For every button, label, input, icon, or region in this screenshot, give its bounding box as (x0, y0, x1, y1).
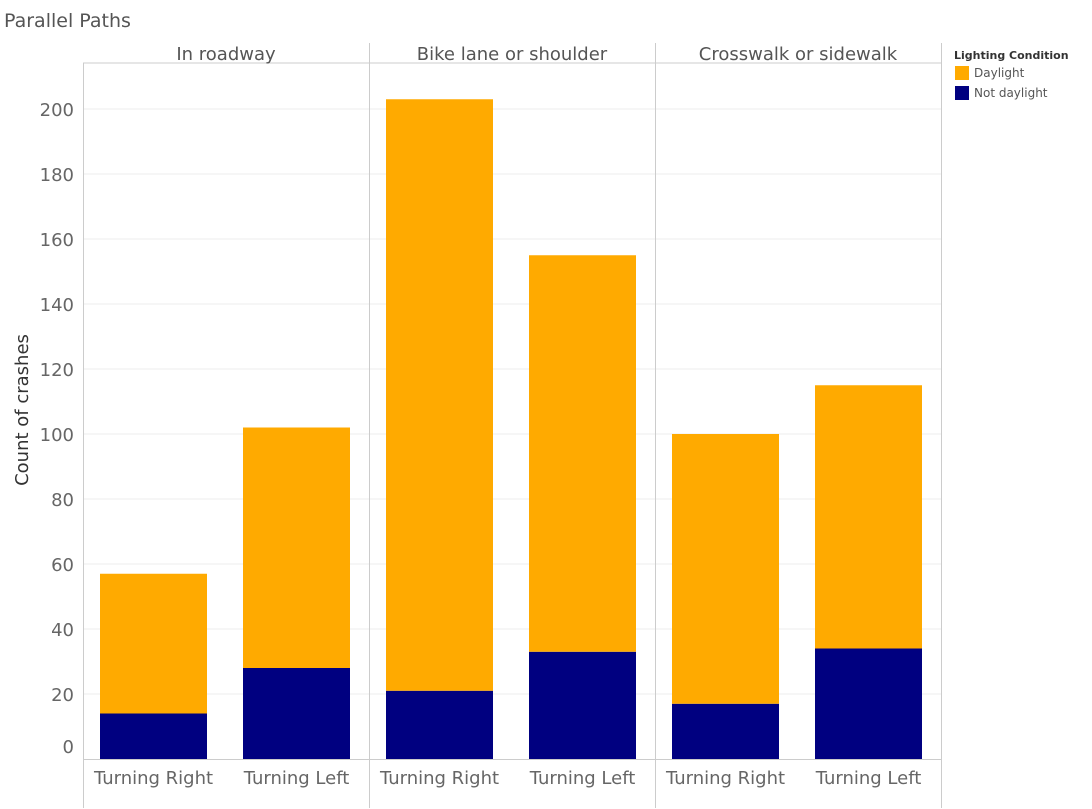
legend-swatch (955, 66, 969, 80)
panels: 0 20 40 60 80 100 120 140 160 180 200 In roadway Tur… (40, 43, 942, 808)
y-tick-label: 180 (40, 165, 74, 186)
x-category-label: Turning Right (665, 768, 785, 789)
chart-title: Parallel Paths (4, 10, 131, 32)
y-tick-label: 40 (51, 620, 74, 641)
bar-daylight[interactable] (100, 573, 207, 714)
y-tick-label: 100 (40, 425, 74, 446)
bar-daylight[interactable] (815, 385, 922, 649)
y-tick-label: 160 (40, 230, 74, 251)
legend-title: Lighting Condition (954, 49, 1069, 62)
panel-title: In roadway (176, 44, 276, 65)
bar-daylight[interactable] (529, 255, 636, 652)
legend: Lighting Condition Daylight Not daylight (954, 49, 1069, 100)
bar-not-daylight[interactable] (386, 690, 493, 759)
legend-item-label: Daylight (974, 66, 1025, 80)
legend-swatch (955, 86, 969, 100)
y-tick-label: 80 (51, 490, 74, 511)
x-category-label: Turning Left (243, 768, 350, 789)
panel-title: Bike lane or shoulder (417, 44, 608, 65)
y-tick-label: 200 (40, 100, 74, 121)
panel-title: Crosswalk or sidewalk (699, 44, 898, 65)
bar-daylight[interactable] (672, 434, 779, 704)
bar-not-daylight[interactable] (100, 713, 207, 760)
y-tick-label: 120 (40, 360, 74, 381)
bar-not-daylight[interactable] (529, 651, 636, 759)
bar-not-daylight[interactable] (672, 703, 779, 759)
bar-not-daylight[interactable] (815, 648, 922, 760)
bar-not-daylight[interactable] (243, 668, 350, 759)
y-axis-label: Count of crashes (12, 334, 33, 486)
x-category-label: Turning Right (93, 768, 213, 789)
y-tick-label: 140 (40, 295, 74, 316)
x-category-label: Turning Left (529, 768, 636, 789)
bar-daylight[interactable] (243, 427, 350, 669)
y-tick-label: 60 (51, 555, 74, 576)
bar-daylight[interactable] (386, 99, 493, 691)
x-category-label: Turning Right (379, 768, 499, 789)
y-tick-label: 0 (63, 737, 74, 758)
y-tick-label: 20 (51, 685, 74, 706)
legend-item-label: Not daylight (974, 86, 1048, 100)
x-category-label: Turning Left (815, 768, 922, 789)
